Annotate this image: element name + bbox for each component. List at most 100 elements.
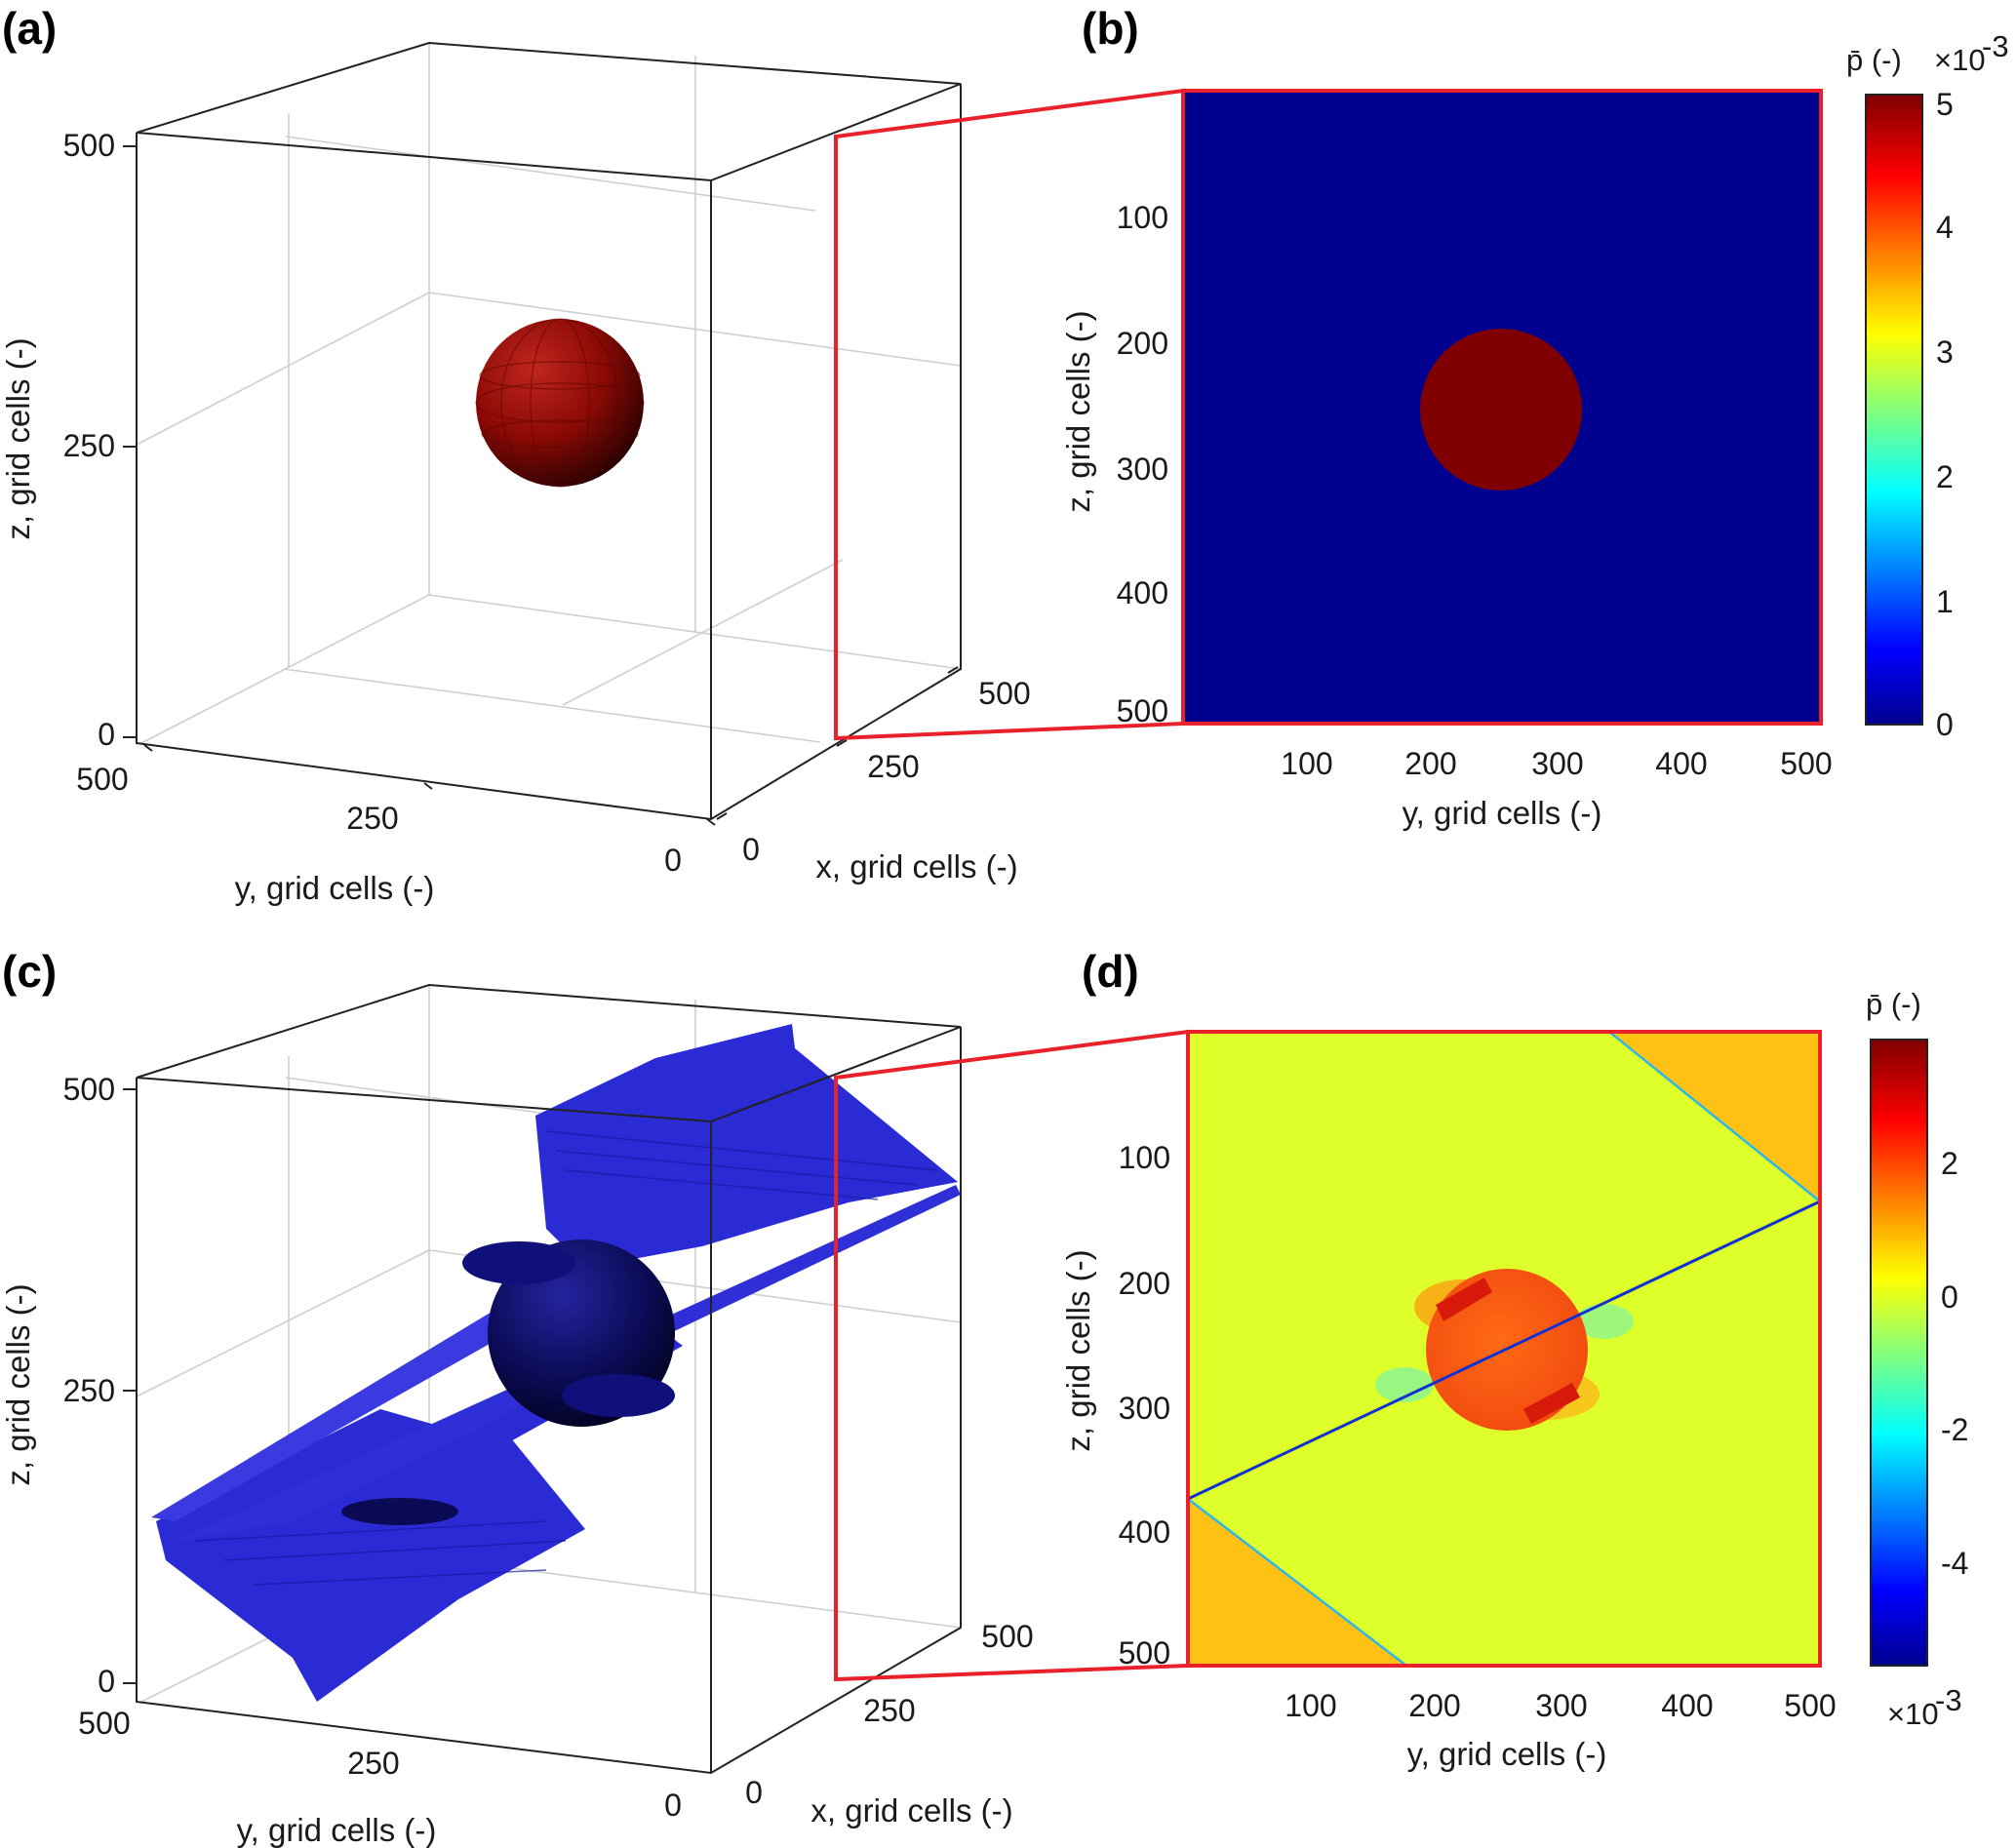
panel-c-y-tick-500: 500	[78, 1706, 130, 1741]
panel-b-z-tick-300: 300	[1117, 452, 1168, 487]
panel-d-z-tick-300: 300	[1119, 1391, 1170, 1426]
panel-b-y-tick-400: 400	[1655, 746, 1707, 781]
panel-a-x-axis-label: x, grid cells (-)	[815, 848, 1017, 885]
panel-a-x-tick-0: 0	[742, 832, 760, 867]
panel-c-z-tick-0: 0	[98, 1664, 115, 1699]
panel-b-colorbar	[1865, 94, 1923, 726]
panel-b: (b) 100 200 300 400 500 100 200 300 400 …	[1060, 3, 2009, 831]
panel-a-x-tick-250: 250	[867, 749, 919, 784]
panel-d-cb-tick-0: 0	[1941, 1279, 1958, 1315]
panel-b-colorbar-exponent-power: -3	[1982, 29, 2009, 63]
panel-d-disk-step-lower	[1523, 1383, 1580, 1424]
panel-b-z-tick-500: 500	[1117, 693, 1168, 728]
panel-d-fracture-bottom	[1188, 1498, 1407, 1666]
panel-b-z-tick-400: 400	[1117, 575, 1168, 610]
panel-d-z-tick-200: 200	[1119, 1266, 1170, 1301]
panel-b-y-tick-500: 500	[1780, 746, 1832, 781]
panel-d-y-axis-label: z, grid cells (-)	[1060, 1249, 1096, 1451]
panel-d-y-tick-500: 500	[1784, 1688, 1836, 1723]
panel-d-y-tick-200: 200	[1408, 1688, 1460, 1723]
panel-d-fracture-top	[1608, 1032, 1820, 1202]
panel-b-x-axis-label: y, grid cells (-)	[1403, 795, 1602, 831]
panel-d-z-tick-400: 400	[1119, 1514, 1170, 1550]
panel-d-disk-step-upper	[1436, 1278, 1492, 1321]
panel-a-z-tick-500: 500	[63, 128, 115, 163]
panel-b-cb-tick-0: 0	[1936, 707, 1954, 742]
panel-c-surface-ridges	[194, 1130, 937, 1586]
panel-b-cb-tick-1: 1	[1936, 584, 1954, 619]
panel-d: (d) 100 200 300 400 500 100 200 300 400 …	[1060, 946, 1968, 1772]
panel-c-x-tick-250: 250	[863, 1693, 915, 1728]
panel-a-z-axis-label: z, grid cells (-)	[0, 337, 36, 539]
panel-b-y-axis-label: z, grid cells (-)	[1060, 310, 1096, 512]
panel-c-x-tick-0: 0	[745, 1775, 763, 1810]
panel-a-z-tick-250: 250	[63, 428, 115, 463]
panel-b-z-tick-100: 100	[1117, 200, 1168, 235]
panel-c-y-axis-label: y, grid cells (-)	[237, 1812, 437, 1848]
panel-a-tick-marks	[123, 145, 959, 826]
panel-b-colorbar-exponent-base: ×10	[1934, 43, 1986, 77]
panel-a-y-tick-500: 500	[76, 762, 128, 797]
panel-d-frame	[1186, 1030, 1822, 1668]
panel-c-lower-plate	[156, 1409, 585, 1702]
panel-c-x-tick-500: 500	[981, 1619, 1033, 1654]
panel-d-heatmap	[1188, 1032, 1820, 1666]
panel-a-z-tick-0: 0	[98, 717, 115, 752]
panel-d-colorbar-title: p̄ (-)	[1866, 987, 1921, 1021]
panel-d-cb-tick-2: 2	[1941, 1146, 1958, 1181]
panel-a-slice-highlight	[834, 88, 1185, 741]
panel-c: (c)	[0, 946, 1034, 1848]
panel-c-lobe-upper	[462, 1241, 575, 1284]
panel-d-label: (d)	[1082, 946, 1139, 997]
panel-d-colorbar-exponent-base: ×10	[1887, 1697, 1939, 1731]
panel-b-cb-tick-5: 5	[1936, 87, 1954, 122]
panel-d-y-tick-400: 400	[1661, 1688, 1713, 1723]
panel-b-cb-tick-4: 4	[1936, 210, 1954, 245]
panel-a-y-tick-0: 0	[664, 843, 682, 878]
panel-a-box-frame	[136, 41, 962, 821]
panel-d-cb-tick-minus2: -2	[1941, 1412, 1968, 1447]
panel-d-halo-cyan-left	[1375, 1367, 1434, 1402]
panel-d-halo-cyan-right	[1575, 1304, 1634, 1339]
panel-b-y-tick-100: 100	[1281, 746, 1332, 781]
panel-c-y-tick-250: 250	[347, 1746, 399, 1781]
panel-a-sphere-texture	[475, 318, 645, 488]
panel-c-lobe-left	[341, 1498, 458, 1525]
panel-b-cb-tick-2: 2	[1936, 459, 1954, 494]
panel-c-box-frame	[136, 983, 962, 1775]
panel-c-z-axis-label: z, grid cells (-)	[0, 1283, 36, 1485]
panel-d-x-axis-label: y, grid cells (-)	[1407, 1736, 1607, 1772]
panel-d-y-tick-100: 100	[1285, 1688, 1336, 1723]
panel-b-disk	[1420, 329, 1582, 491]
panel-c-x-axis-label: x, grid cells (-)	[810, 1792, 1012, 1828]
panel-c-tick-marks	[123, 1088, 137, 1684]
panel-a-x-tick-500: 500	[978, 676, 1030, 711]
panel-b-cb-tick-3: 3	[1936, 334, 1954, 370]
panel-a: (a)	[0, 3, 1031, 906]
panel-a-box-grid	[136, 43, 962, 744]
panel-b-colorbar-title: p̄ (-)	[1846, 43, 1902, 77]
panel-d-colorbar	[1870, 1039, 1928, 1667]
panel-b-y-tick-300: 300	[1531, 746, 1583, 781]
panel-b-z-tick-200: 200	[1117, 326, 1168, 361]
panel-c-lobe-lower	[562, 1374, 675, 1417]
panel-a-sphere	[476, 319, 644, 487]
panel-c-z-tick-500: 500	[63, 1072, 115, 1107]
panel-d-z-tick-500: 500	[1119, 1635, 1170, 1671]
panel-b-frame	[1181, 89, 1823, 726]
panel-a-label: (a)	[2, 3, 57, 54]
panel-c-upper-plate	[535, 1024, 958, 1268]
panel-d-colorbar-exponent-power: -3	[1935, 1683, 1962, 1717]
panel-b-label: (b)	[1082, 3, 1139, 54]
panel-b-y-tick-200: 200	[1404, 746, 1456, 781]
panel-d-cb-tick-minus4: -4	[1941, 1546, 1968, 1581]
panel-c-y-tick-0: 0	[664, 1788, 682, 1823]
panel-a-y-tick-250: 250	[346, 801, 398, 836]
panel-b-tick-labels: 100 200 300 400 500 100 200 300 400 500	[1117, 200, 1833, 781]
panel-d-z-tick-100: 100	[1119, 1140, 1170, 1175]
panel-d-y-tick-300: 300	[1535, 1688, 1587, 1723]
panel-d-fracture-main	[1188, 1199, 1820, 1501]
panel-c-z-tick-250: 250	[63, 1373, 115, 1408]
panel-a-y-axis-label: y, grid cells (-)	[235, 870, 435, 906]
